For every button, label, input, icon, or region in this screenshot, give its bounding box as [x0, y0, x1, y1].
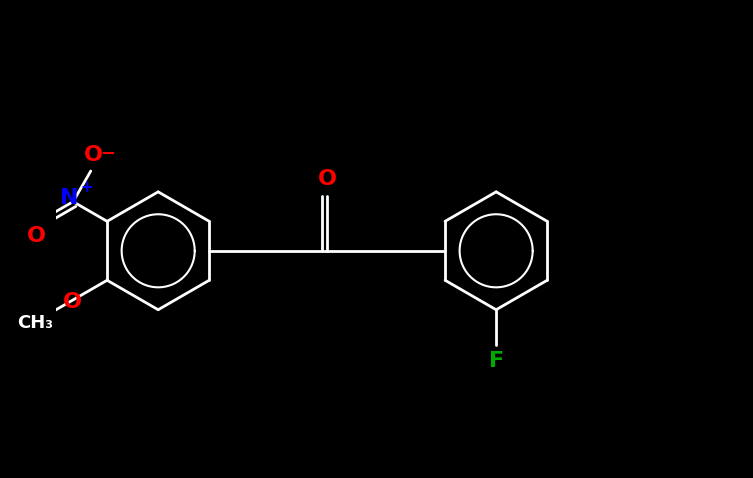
Text: O: O — [84, 145, 102, 165]
Text: CH₃: CH₃ — [17, 315, 53, 333]
Text: F: F — [489, 351, 504, 371]
Text: N: N — [60, 188, 78, 208]
Text: O: O — [26, 226, 46, 246]
Text: +: + — [81, 180, 93, 195]
Text: O: O — [318, 170, 337, 189]
Text: O: O — [63, 292, 82, 312]
Text: −: − — [100, 145, 116, 163]
